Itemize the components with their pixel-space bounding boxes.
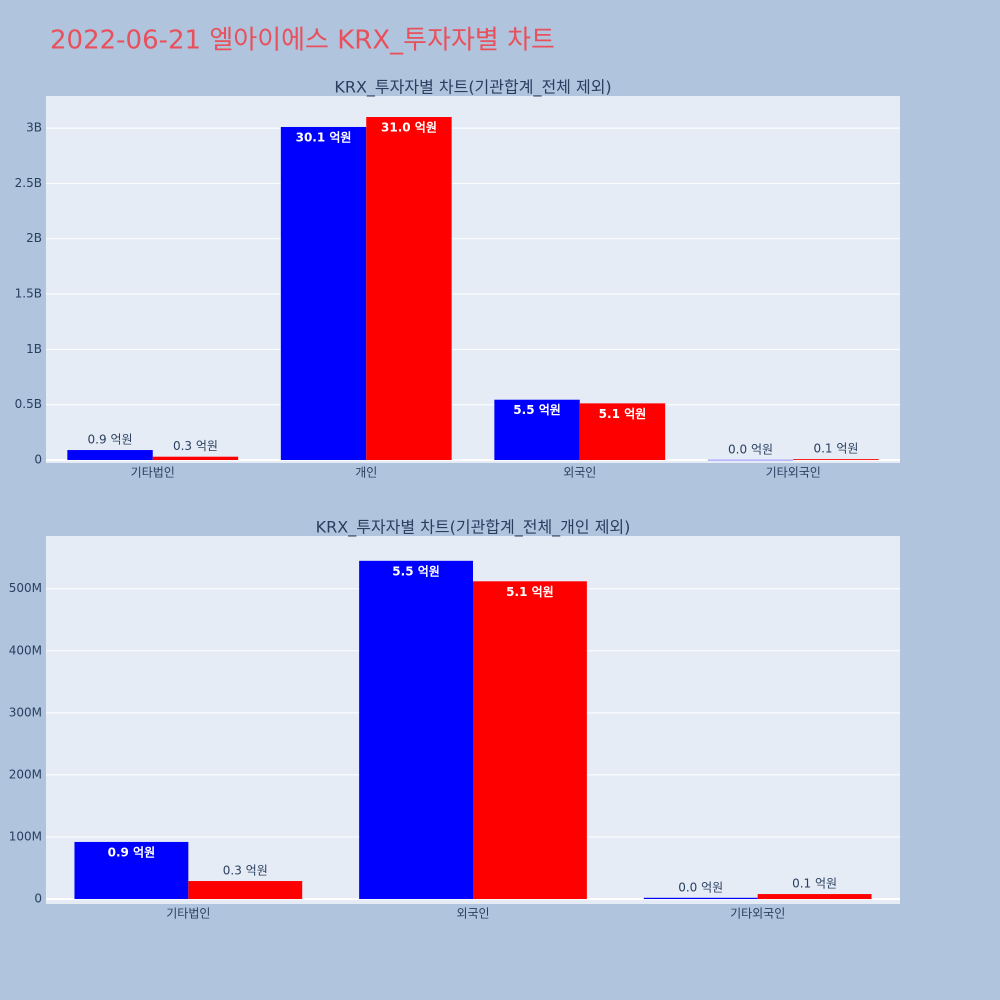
bar xyxy=(473,581,587,900)
x-tick-label: 외국인 xyxy=(563,466,596,480)
bar xyxy=(793,459,879,461)
value-label: 31.0 억원 xyxy=(381,121,437,135)
x-tick-label: 기타외국인 xyxy=(730,907,785,921)
y-tick-label: 500M xyxy=(9,581,42,595)
x-tick-label: 기타외국인 xyxy=(766,466,821,480)
bar xyxy=(579,403,666,461)
bar xyxy=(280,126,367,461)
y-tick-label: 400M xyxy=(9,643,42,657)
plot-area xyxy=(46,96,900,463)
value-label: 0.1 억원 xyxy=(792,877,837,891)
x-tick-label: 개인 xyxy=(355,466,377,480)
y-tick-label: 1.5B xyxy=(15,287,42,301)
page-title: 2022-06-21 엘아이에스 KRX_투자자별 차트 xyxy=(50,26,555,56)
bar xyxy=(359,560,473,900)
value-label: 0.9 억원 xyxy=(88,433,133,447)
bar xyxy=(757,894,872,900)
value-label: 30.1 억원 xyxy=(296,130,352,144)
y-tick-label: 0.5B xyxy=(15,397,42,411)
y-tick-label: 0 xyxy=(34,892,42,906)
bar xyxy=(152,456,239,461)
value-label: 5.1 억원 xyxy=(599,407,647,421)
value-label: 5.5 억원 xyxy=(392,564,440,578)
bar xyxy=(188,881,303,900)
bar xyxy=(74,841,189,900)
x-tick-label: 기타법인 xyxy=(131,466,175,480)
bar xyxy=(494,399,580,461)
bar xyxy=(67,450,153,461)
value-label: 5.1 억원 xyxy=(506,585,554,599)
value-label: 0.0 억원 xyxy=(678,880,723,894)
bar xyxy=(366,117,452,461)
value-label: 5.5 억원 xyxy=(513,403,561,417)
y-tick-label: 300M xyxy=(9,705,42,719)
y-tick-label: 0 xyxy=(34,453,42,467)
y-tick-label: 2B xyxy=(26,231,42,245)
y-tick-label: 100M xyxy=(9,829,42,843)
value-label: 0.3 억원 xyxy=(173,439,218,453)
value-label: 0.3 억원 xyxy=(223,864,268,878)
value-label: 0.9 억원 xyxy=(108,845,156,859)
x-tick-label: 외국인 xyxy=(456,907,489,921)
value-label: 0.1 억원 xyxy=(813,442,858,456)
chart-title: KRX_투자자별 차트(기관합계_전체 제외) xyxy=(334,78,611,98)
x-tick-label: 기타법인 xyxy=(166,907,210,921)
value-label: 0.0 억원 xyxy=(728,442,773,456)
y-tick-label: 200M xyxy=(9,767,42,781)
bar xyxy=(707,459,794,461)
y-tick-label: 1B xyxy=(26,342,42,356)
y-tick-label: 3B xyxy=(26,121,42,135)
chart-title: KRX_투자자별 차트(기관합계_전체_개인 제외) xyxy=(316,518,631,538)
y-tick-label: 2.5B xyxy=(15,176,42,190)
bar xyxy=(643,897,758,900)
